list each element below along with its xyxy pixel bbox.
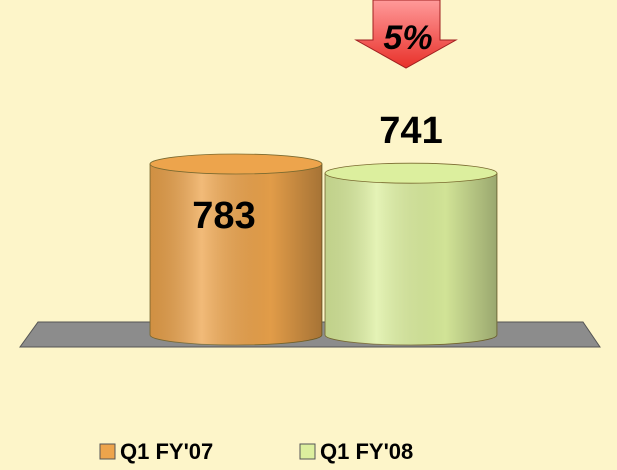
cylinder-shade xyxy=(325,173,497,345)
change-arrow xyxy=(354,0,458,69)
cylinder xyxy=(324,162,498,346)
data-label: 741 xyxy=(379,110,442,152)
data-label: 783 xyxy=(192,195,255,237)
cylinder xyxy=(149,153,323,346)
legend-label: Q1 FY'08 xyxy=(320,439,413,464)
annotation: 5% xyxy=(383,19,432,57)
cylinder-shade xyxy=(150,163,322,345)
legend-swatch xyxy=(99,443,116,460)
cylinder-top xyxy=(324,162,498,184)
legend-swatch xyxy=(299,443,316,460)
cylinder-top xyxy=(149,153,323,175)
legend-label: Q1 FY'07 xyxy=(120,439,213,464)
